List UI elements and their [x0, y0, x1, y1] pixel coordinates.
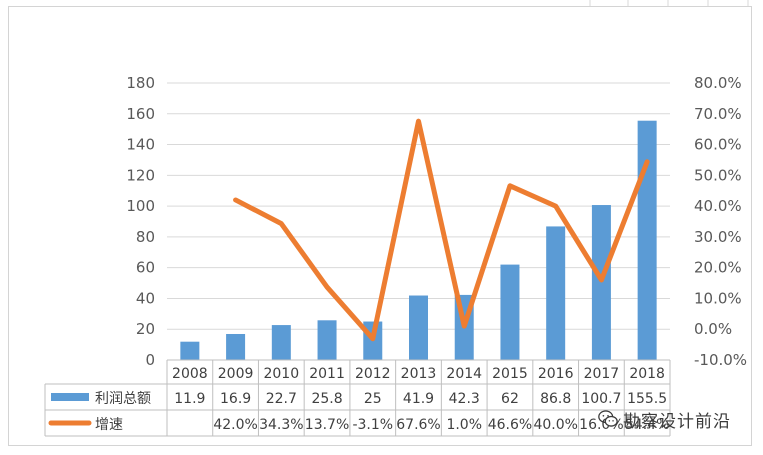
- legend-key-bar: [51, 393, 89, 401]
- growth-line: [233, 118, 650, 342]
- left-tick-label: 20: [136, 320, 155, 338]
- right-tick-label: -10.0%: [694, 351, 747, 369]
- category-label: 2010: [263, 366, 299, 382]
- data-label: 46.6%: [488, 417, 532, 433]
- chart-frame: [8, 6, 752, 446]
- bar: [226, 333, 246, 360]
- right-tick-label: 50.0%: [694, 166, 742, 184]
- left-tick-label: 180: [126, 74, 155, 92]
- legend-label: 增速: [95, 417, 123, 433]
- line-series: [233, 118, 650, 342]
- watermark-text: 勘察设计前沿: [623, 411, 731, 432]
- data-label: 16.9: [220, 391, 251, 407]
- data-label: 100.7: [581, 391, 621, 407]
- data-table: 2008 2009 2010 2011 2012 2013 2014 2015 2016 2017…: [44, 359, 671, 437]
- data-label: -3.1%: [352, 417, 393, 433]
- bar: [637, 120, 657, 360]
- right-tick-label: 30.0%: [694, 228, 742, 246]
- bar: [409, 295, 428, 360]
- right-tick-label: 40.0%: [694, 197, 742, 215]
- data-label: 13.7%: [305, 417, 349, 433]
- data-label: 40.0%: [533, 417, 577, 433]
- wechat-icon: [598, 410, 618, 427]
- right-tick-label: 0.0%: [694, 320, 732, 338]
- right-tick-label: 10.0%: [694, 289, 742, 307]
- bar: [500, 264, 520, 360]
- left-axis-ticks: 0 20 40 60 80 100 120 140 160 180: [126, 74, 155, 369]
- bar: [546, 226, 566, 360]
- bar-series: [180, 120, 657, 360]
- left-tick-label: 140: [126, 136, 155, 154]
- data-label: 42.0%: [213, 417, 257, 433]
- bar: [591, 205, 611, 360]
- right-tick-label: 60.0%: [694, 136, 742, 154]
- legend-label: 利润总额: [95, 391, 151, 407]
- category-label: 2012: [355, 366, 391, 382]
- category-label: 2017: [584, 366, 620, 382]
- category-label: 2016: [538, 366, 574, 382]
- data-label: 62: [501, 391, 519, 407]
- data-label: 11.9: [174, 391, 205, 407]
- category-label: 2008: [172, 366, 208, 382]
- data-label: 67.6%: [396, 417, 440, 433]
- data-label: 34.3%: [259, 417, 303, 433]
- bar: [271, 325, 291, 360]
- left-tick-label: 40: [136, 289, 155, 307]
- right-tick-label: 70.0%: [694, 105, 742, 123]
- left-tick-label: 100: [126, 197, 155, 215]
- bar: [317, 320, 337, 360]
- data-label: 25: [364, 391, 382, 407]
- category-label: 2014: [446, 366, 482, 382]
- left-tick-label: 120: [126, 166, 155, 184]
- data-label: 155.5: [627, 391, 667, 407]
- data-label: 41.9: [403, 391, 434, 407]
- data-label: 86.8: [540, 391, 571, 407]
- category-label: 2013: [401, 366, 437, 382]
- left-tick-label: 0: [145, 351, 155, 369]
- right-axis-ticks: -10.0% 0.0% 10.0% 20.0% 30.0% 40.0% 50.0% 60.0%…: [694, 74, 747, 369]
- data-label: 22.7: [266, 391, 297, 407]
- category-label: 2018: [629, 366, 665, 382]
- data-label: 42.3: [449, 391, 480, 407]
- left-tick-label: 60: [136, 259, 155, 277]
- bar: [180, 341, 200, 360]
- category-label: 2011: [309, 366, 345, 382]
- data-label: 1.0%: [446, 417, 482, 433]
- category-label: 2009: [218, 366, 254, 382]
- left-tick-label: 80: [136, 228, 155, 246]
- spreadsheet-grid-fragment: [589, 0, 749, 6]
- watermark: 勘察设计前沿: [597, 406, 731, 432]
- right-tick-label: 80.0%: [694, 74, 742, 92]
- data-label: 25.8: [311, 391, 342, 407]
- right-tick-label: 20.0%: [694, 259, 742, 277]
- left-tick-label: 160: [126, 105, 155, 123]
- category-label: 2015: [492, 366, 528, 382]
- data-label: 54.4%: [625, 417, 669, 433]
